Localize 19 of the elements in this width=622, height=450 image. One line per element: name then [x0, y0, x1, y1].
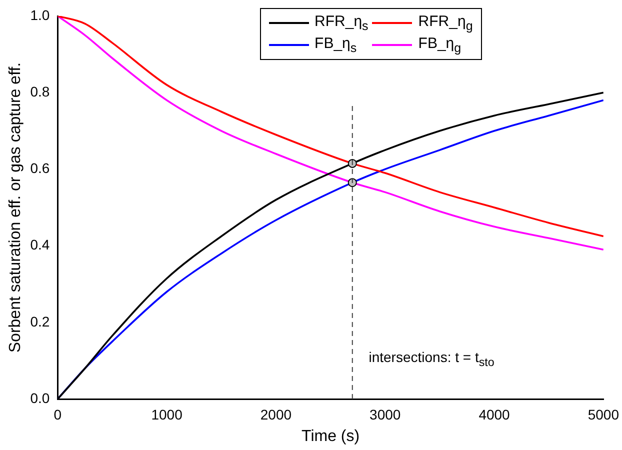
- x-tick-label: 3000: [370, 406, 401, 422]
- y-axis-title: Sorbent saturation eff. or gas capture eff.: [7, 62, 24, 353]
- y-tick-label: 0.6: [30, 160, 50, 176]
- y-tick-label: 0.2: [30, 313, 50, 330]
- x-axis-title: Time (s): [302, 428, 360, 445]
- x-tick-label: 4000: [478, 406, 510, 422]
- legend-label: RFR_η$_{g}$: [418, 13, 473, 33]
- legend-label: FB_η$_{g}$: [418, 35, 462, 55]
- x-tick-label: 0: [54, 406, 62, 422]
- annotation: intersections: t = t$_{sto}$: [368, 349, 494, 369]
- legend-label: RFR_η$_{s}$: [314, 13, 368, 33]
- x-tick-label: 1000: [151, 406, 183, 422]
- y-tick-label: 0.0: [30, 390, 50, 406]
- x-tick-label: 2000: [260, 406, 292, 422]
- legend-label: FB_η$_{s}$: [314, 35, 357, 55]
- x-tick-label: 5000: [588, 406, 620, 422]
- y-tick-label: 0.4: [30, 236, 50, 253]
- y-tick-label: 0.8: [30, 83, 50, 100]
- y-tick-label: 1.0: [30, 6, 50, 23]
